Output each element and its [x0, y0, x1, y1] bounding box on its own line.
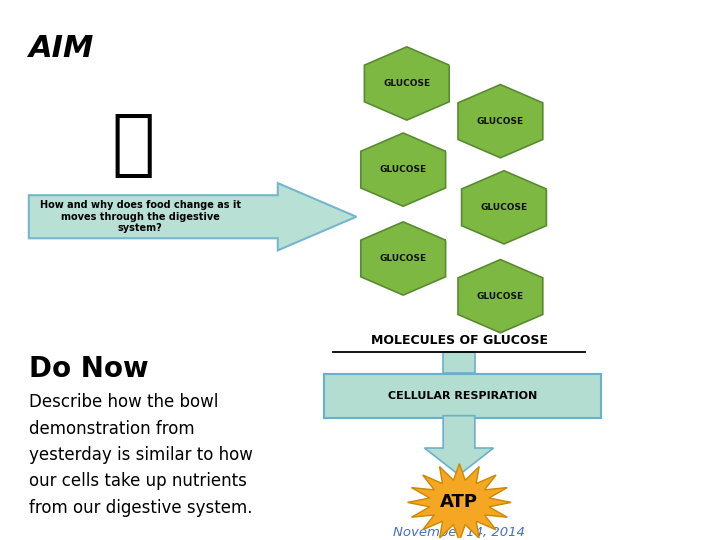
Polygon shape — [361, 133, 446, 206]
Polygon shape — [424, 416, 494, 475]
Text: GLUCOSE: GLUCOSE — [379, 254, 427, 263]
Text: CELLULAR RESPIRATION: CELLULAR RESPIRATION — [388, 392, 537, 401]
Text: Describe how the bowl
demonstration from
yesterday is similar to how
our cells t: Describe how the bowl demonstration from… — [29, 393, 253, 517]
Polygon shape — [458, 260, 543, 333]
Polygon shape — [408, 464, 511, 540]
Text: GLUCOSE: GLUCOSE — [477, 292, 524, 301]
Text: 🍔: 🍔 — [112, 111, 155, 180]
FancyBboxPatch shape — [443, 352, 475, 373]
Text: MOLECULES OF GLUCOSE: MOLECULES OF GLUCOSE — [371, 334, 548, 347]
Text: AIM: AIM — [29, 34, 94, 63]
Polygon shape — [361, 222, 446, 295]
Text: GLUCOSE: GLUCOSE — [379, 165, 427, 174]
Polygon shape — [364, 47, 449, 120]
FancyBboxPatch shape — [324, 374, 601, 418]
Text: How and why does food change as it
moves through the digestive
system?: How and why does food change as it moves… — [40, 200, 240, 233]
Polygon shape — [29, 183, 356, 251]
Text: GLUCOSE: GLUCOSE — [477, 117, 524, 126]
Text: November 14, 2014: November 14, 2014 — [393, 525, 526, 538]
Text: ATP: ATP — [441, 494, 478, 511]
Text: GLUCOSE: GLUCOSE — [383, 79, 431, 88]
Polygon shape — [462, 171, 546, 244]
Polygon shape — [458, 85, 543, 158]
Text: GLUCOSE: GLUCOSE — [480, 203, 528, 212]
Text: Do Now: Do Now — [29, 355, 148, 383]
